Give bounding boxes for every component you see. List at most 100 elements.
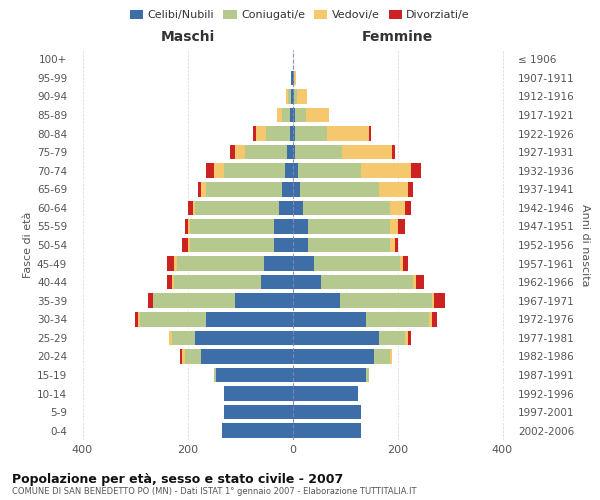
- Bar: [326, 126, 368, 141]
- Bar: [293, 312, 366, 326]
- Bar: [293, 424, 361, 438]
- Bar: [290, 108, 293, 122]
- Bar: [293, 386, 358, 401]
- Bar: [291, 89, 293, 104]
- Bar: [187, 200, 193, 215]
- Bar: [274, 219, 293, 234]
- Bar: [434, 294, 445, 308]
- Bar: [293, 219, 308, 234]
- Bar: [293, 349, 374, 364]
- Bar: [389, 238, 395, 252]
- Bar: [200, 182, 206, 196]
- Text: Popolazione per età, sesso e stato civile - 2007: Popolazione per età, sesso e stato civil…: [12, 472, 343, 486]
- Bar: [343, 145, 392, 160]
- Bar: [293, 70, 296, 85]
- Bar: [431, 312, 437, 326]
- Bar: [408, 330, 410, 345]
- Bar: [413, 275, 416, 289]
- Bar: [185, 349, 200, 364]
- Bar: [214, 164, 224, 178]
- Bar: [293, 294, 340, 308]
- Bar: [293, 145, 295, 160]
- Bar: [290, 126, 293, 141]
- Bar: [256, 126, 266, 141]
- Bar: [416, 275, 424, 289]
- Bar: [167, 275, 172, 289]
- Bar: [172, 330, 196, 345]
- Bar: [206, 164, 214, 178]
- Legend: Celibi/Nubili, Coniugati/e, Vedovi/e, Divorziati/e: Celibi/Nubili, Coniugati/e, Vedovi/e, Di…: [125, 6, 475, 25]
- Bar: [293, 368, 366, 382]
- Bar: [408, 182, 413, 196]
- Bar: [148, 294, 154, 308]
- Bar: [187, 219, 190, 234]
- Bar: [361, 164, 410, 178]
- Bar: [286, 89, 289, 104]
- Bar: [293, 89, 294, 104]
- Bar: [261, 275, 293, 289]
- Bar: [169, 330, 172, 345]
- Bar: [392, 145, 395, 160]
- Bar: [182, 349, 185, 364]
- Bar: [190, 219, 274, 234]
- Bar: [245, 145, 287, 160]
- Bar: [224, 386, 293, 401]
- Bar: [308, 219, 389, 234]
- Bar: [187, 238, 190, 252]
- Bar: [322, 275, 413, 289]
- Bar: [400, 256, 403, 271]
- Bar: [292, 70, 293, 85]
- Bar: [179, 349, 182, 364]
- Bar: [293, 200, 303, 215]
- Bar: [217, 368, 293, 382]
- Bar: [314, 256, 400, 271]
- Bar: [172, 275, 175, 289]
- Bar: [374, 349, 389, 364]
- Bar: [224, 164, 284, 178]
- Bar: [293, 182, 301, 196]
- Bar: [266, 126, 290, 141]
- Bar: [274, 238, 293, 252]
- Bar: [295, 126, 326, 141]
- Y-axis label: Fasce di età: Fasce di età: [23, 212, 33, 278]
- Bar: [214, 368, 217, 382]
- Bar: [137, 312, 140, 326]
- Bar: [284, 164, 293, 178]
- Bar: [295, 145, 343, 160]
- Bar: [177, 256, 263, 271]
- Bar: [287, 145, 293, 160]
- Bar: [200, 349, 293, 364]
- Bar: [303, 200, 389, 215]
- Bar: [294, 89, 296, 104]
- Bar: [366, 368, 368, 382]
- Bar: [389, 349, 392, 364]
- Bar: [406, 330, 408, 345]
- Bar: [293, 238, 308, 252]
- Bar: [410, 164, 421, 178]
- Y-axis label: Anni di nascita: Anni di nascita: [580, 204, 590, 286]
- Bar: [190, 238, 274, 252]
- Bar: [253, 126, 256, 141]
- Bar: [167, 256, 175, 271]
- Bar: [224, 405, 293, 419]
- Bar: [182, 238, 187, 252]
- Bar: [293, 164, 298, 178]
- Bar: [398, 219, 406, 234]
- Bar: [140, 312, 206, 326]
- Bar: [296, 89, 307, 104]
- Bar: [235, 294, 293, 308]
- Bar: [196, 330, 293, 345]
- Bar: [221, 424, 293, 438]
- Bar: [389, 200, 406, 215]
- Bar: [305, 108, 329, 122]
- Bar: [196, 200, 280, 215]
- Bar: [308, 238, 389, 252]
- Bar: [263, 256, 293, 271]
- Text: Maschi: Maschi: [160, 30, 215, 44]
- Bar: [289, 89, 291, 104]
- Bar: [403, 256, 408, 271]
- Bar: [429, 312, 431, 326]
- Bar: [406, 200, 410, 215]
- Bar: [206, 312, 293, 326]
- Bar: [282, 108, 290, 122]
